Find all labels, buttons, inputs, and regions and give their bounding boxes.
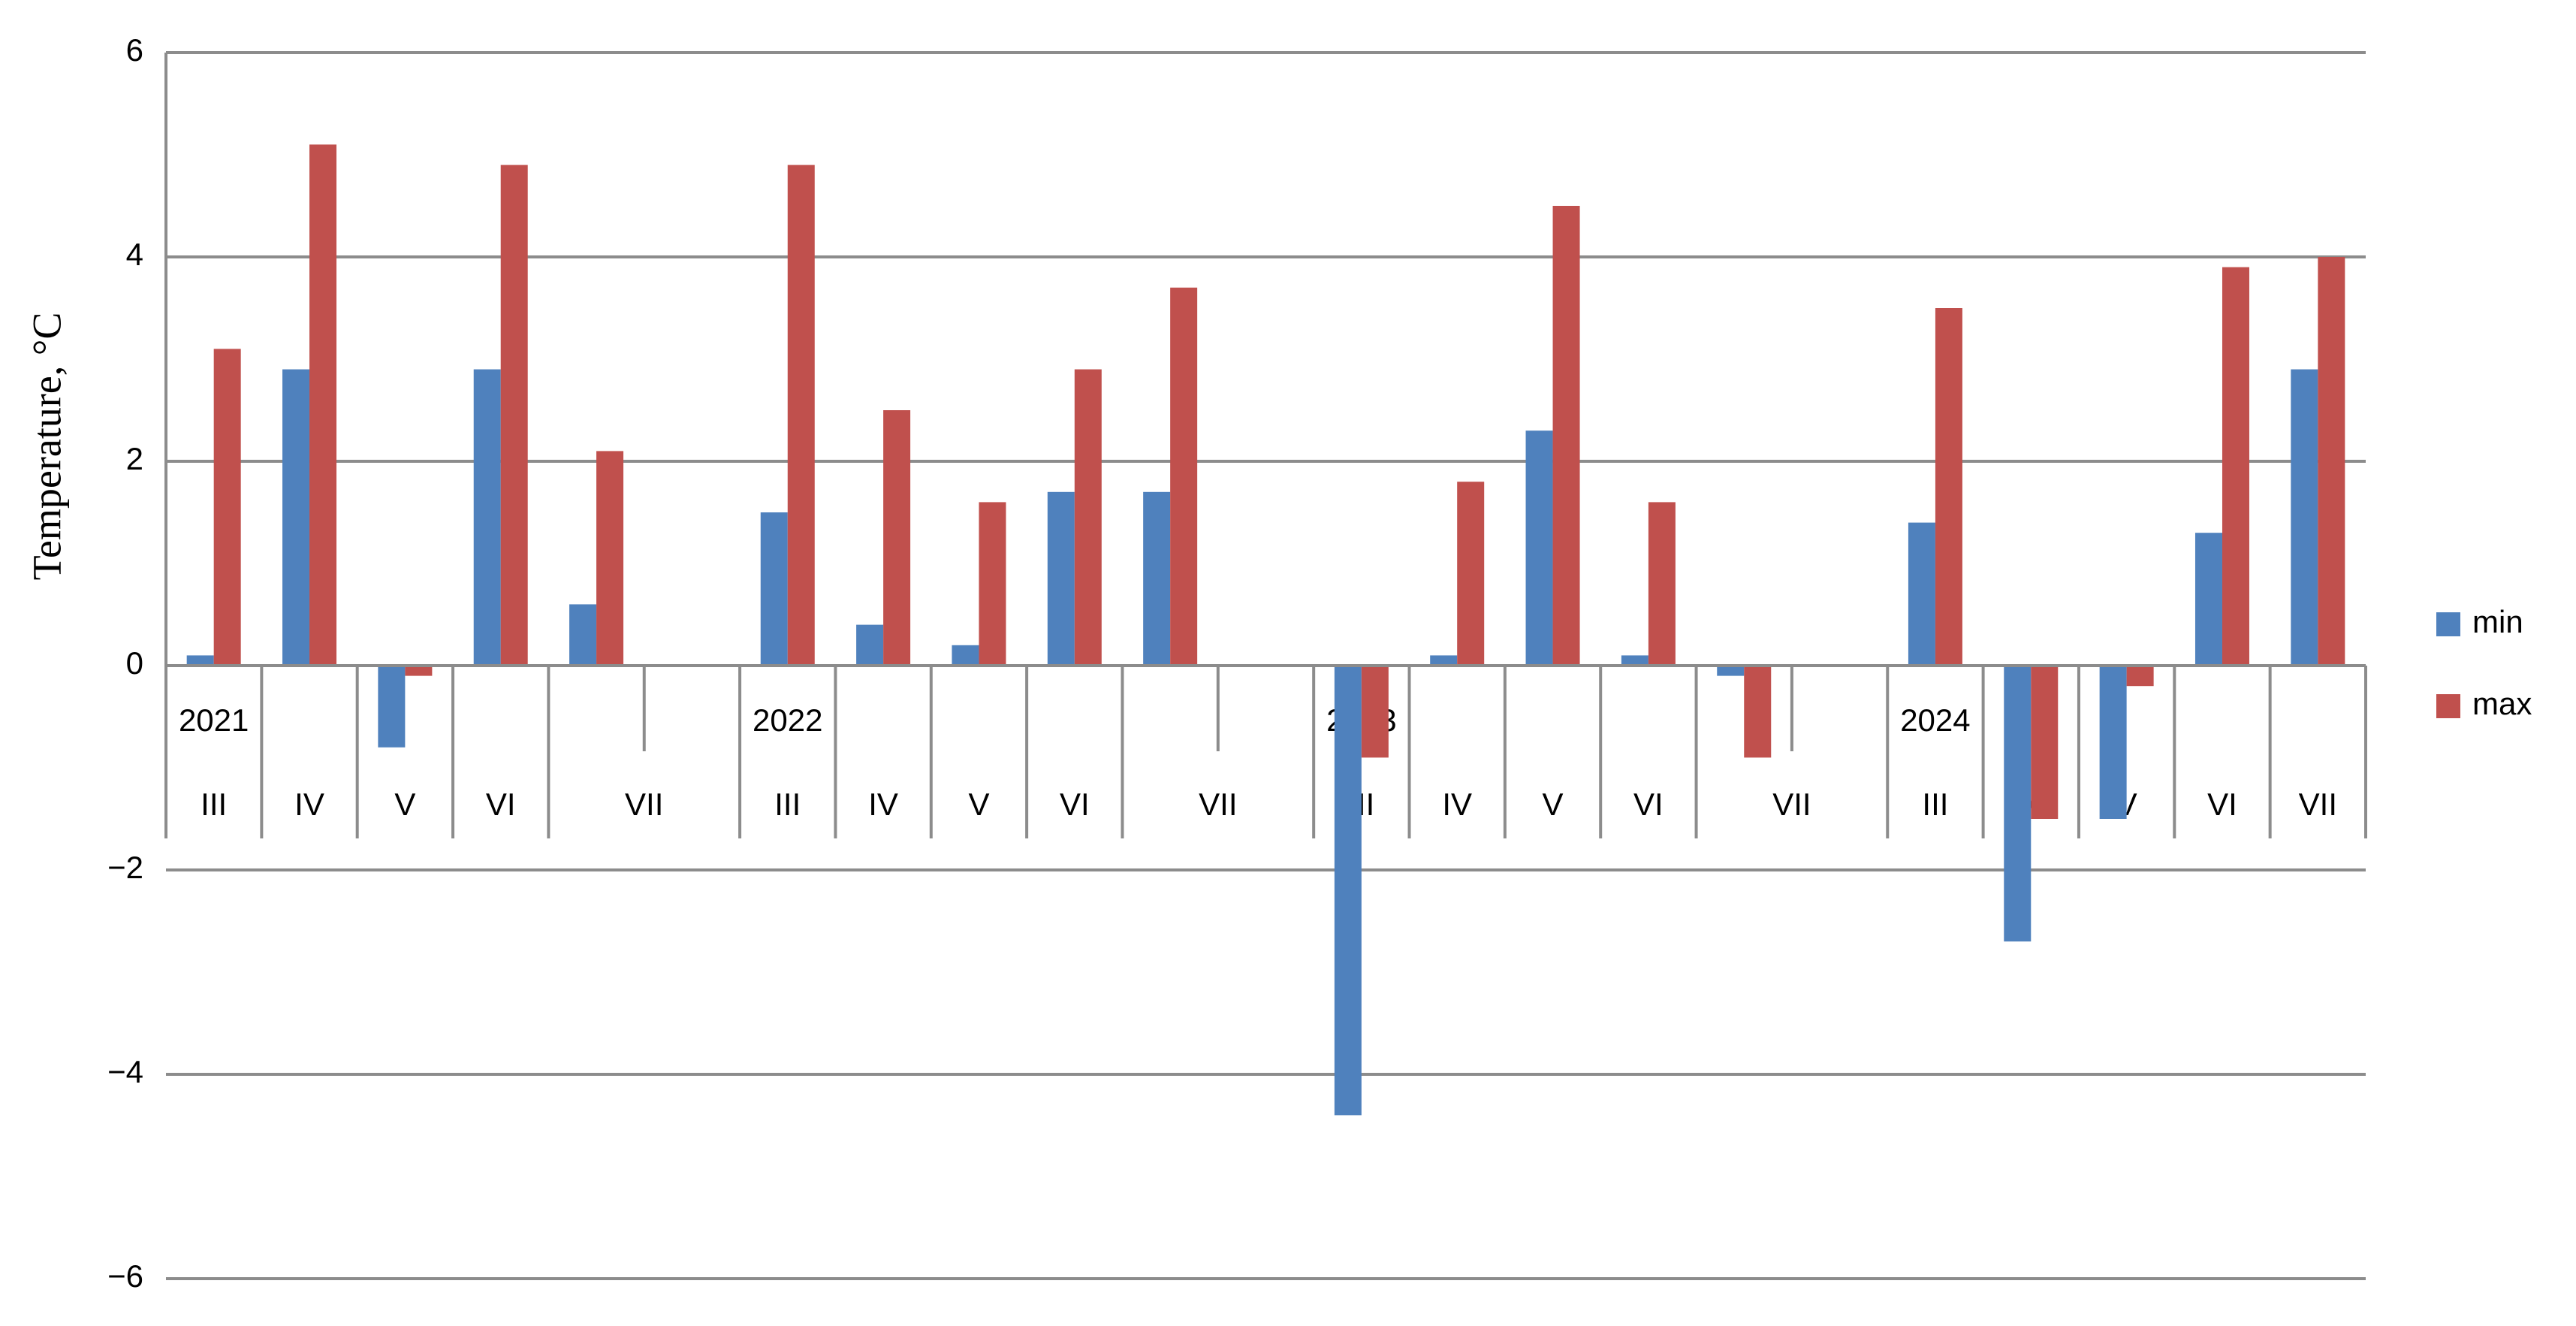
bar: [213, 349, 241, 666]
bar: [952, 645, 979, 666]
x-tick-label: IV: [868, 787, 898, 822]
x-tick-label: III: [201, 787, 227, 822]
bar: [1525, 430, 1553, 666]
bar: [1143, 491, 1171, 666]
bar: [2222, 267, 2249, 666]
legend-label: min: [2472, 604, 2523, 639]
bar: [1648, 502, 1676, 666]
x-tick-label: VII: [625, 787, 663, 822]
bar: [186, 655, 214, 666]
bar: [2004, 666, 2032, 942]
y-tick-label: 6: [126, 32, 143, 68]
bar: [309, 144, 337, 666]
bar: [787, 165, 815, 666]
bar: [1334, 666, 1362, 1116]
bar: [282, 369, 310, 666]
bar: [1744, 666, 1772, 758]
bar: [1908, 522, 1935, 666]
y-tick-label: 0: [126, 645, 143, 681]
bar: [2126, 666, 2154, 687]
x-tick-label: IV: [294, 787, 324, 822]
bar: [2194, 533, 2222, 666]
y-tick-label: −4: [107, 1054, 143, 1089]
bar: [500, 165, 528, 666]
bar: [1621, 655, 1648, 666]
bar: [2031, 666, 2059, 819]
legend-swatch: [2436, 612, 2460, 636]
x-tick-label: VII: [1772, 787, 1811, 822]
bar: [2318, 257, 2345, 666]
x-tick-label: V: [394, 787, 415, 822]
y-tick-label: −2: [107, 850, 143, 885]
bar: [1430, 655, 1458, 666]
x-tick-label: VI: [1633, 787, 1664, 822]
bar: [1047, 491, 1075, 666]
x-tick-label: VII: [2299, 787, 2337, 822]
legend-swatch: [2436, 694, 2460, 718]
x-tick-label: V: [968, 787, 989, 822]
y-tick-label: 4: [126, 237, 143, 272]
bar: [2291, 369, 2318, 666]
bar: [2099, 666, 2127, 819]
bar: [979, 502, 1006, 666]
x-tick-label: VI: [486, 787, 516, 822]
year-label: 2022: [753, 702, 822, 738]
bar: [1074, 369, 1102, 666]
bar: [1935, 308, 1962, 666]
legend-label: max: [2472, 686, 2532, 721]
x-tick-label: VI: [1060, 787, 1090, 822]
bar: [378, 666, 406, 748]
bar: [569, 604, 597, 666]
bar: [883, 410, 911, 666]
x-tick-label: V: [1543, 787, 1564, 822]
x-tick-label: III: [774, 787, 801, 822]
bar: [1170, 287, 1198, 666]
y-axis-label: Temperature, °C: [24, 313, 69, 581]
bar: [1552, 206, 1580, 666]
x-tick-label: VII: [1199, 787, 1237, 822]
x-tick-label: IV: [1442, 787, 1472, 822]
y-tick-label: −6: [107, 1258, 143, 1294]
bar: [1457, 482, 1485, 666]
bar: [1717, 666, 1745, 676]
bar: [760, 512, 788, 666]
bar: [405, 666, 433, 676]
bar: [596, 451, 624, 666]
bar: [473, 369, 501, 666]
x-tick-label: III: [1922, 787, 1948, 822]
bar: [856, 624, 884, 666]
y-tick-label: 2: [126, 441, 143, 476]
bar: [1361, 666, 1389, 758]
x-tick-label: VI: [2207, 787, 2237, 822]
year-label: 2024: [1900, 702, 1970, 738]
year-label: 2021: [179, 702, 249, 738]
